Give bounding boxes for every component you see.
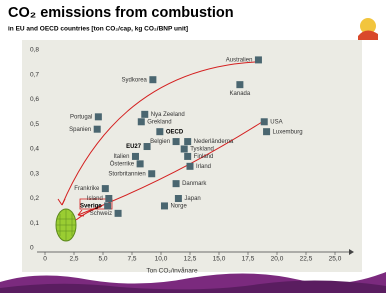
point-label: Kanada bbox=[230, 91, 251, 97]
point-label: Grekland bbox=[147, 119, 171, 125]
x-tick-label: 17,5 bbox=[242, 256, 255, 263]
point-label: Belgien bbox=[150, 139, 170, 145]
point bbox=[184, 153, 191, 160]
point bbox=[104, 202, 111, 209]
point bbox=[261, 118, 268, 125]
x-tick-label: 15,0 bbox=[213, 256, 226, 263]
chart-subtitle: in EU and OECD countries [ton CO₂/cap, k… bbox=[8, 26, 188, 33]
point-label: Frankrike bbox=[74, 186, 100, 192]
point bbox=[263, 128, 270, 135]
y-tick-label: 0 bbox=[30, 245, 34, 252]
point-label: Italien bbox=[113, 154, 129, 160]
point-label: USA bbox=[270, 119, 282, 125]
y-tick-label: 0,8 bbox=[30, 47, 39, 54]
point-label: Storbritannien bbox=[108, 171, 145, 177]
point bbox=[102, 185, 109, 192]
x-tick-label: 10,0 bbox=[155, 256, 168, 263]
x-tick-label: 2,5 bbox=[69, 256, 78, 263]
x-axis-label: Ton CO₂/invånare bbox=[146, 267, 198, 275]
point-label: EU27 bbox=[126, 144, 142, 150]
x-tick-label: 22,5 bbox=[300, 256, 313, 263]
point bbox=[175, 195, 182, 202]
point bbox=[255, 56, 262, 63]
point-label: Irland bbox=[196, 164, 211, 170]
point-label: Nederländerna bbox=[194, 139, 234, 145]
point bbox=[236, 81, 243, 88]
point-label: Sydkorea bbox=[122, 77, 148, 83]
point-label: Japan bbox=[184, 196, 200, 202]
y-tick-label: 0,1 bbox=[30, 220, 39, 227]
point bbox=[95, 113, 102, 120]
point bbox=[161, 202, 168, 209]
point bbox=[94, 126, 101, 133]
point-label: Danmark bbox=[182, 181, 207, 187]
point bbox=[137, 160, 144, 167]
point-label: Nya Zeeland bbox=[151, 112, 185, 118]
x-tick-label: 20,0 bbox=[271, 256, 284, 263]
y-tick-label: 0,3 bbox=[30, 170, 39, 177]
point-label: Tyskland bbox=[190, 147, 214, 153]
point bbox=[115, 210, 122, 217]
point bbox=[144, 143, 151, 150]
point bbox=[156, 128, 163, 135]
x-tick-label: 25,0 bbox=[329, 256, 342, 263]
x-tick-label: 7,5 bbox=[127, 256, 136, 263]
point bbox=[187, 163, 194, 170]
y-tick-label: 0,5 bbox=[30, 121, 39, 128]
x-tick-label: 5,0 bbox=[98, 256, 107, 263]
point bbox=[138, 118, 145, 125]
x-tick-label: 12,5 bbox=[184, 256, 197, 263]
slide: CO₂ emissions from combustion in EU and … bbox=[0, 0, 386, 293]
point-label: Österrike bbox=[110, 160, 135, 167]
point-label: Norge bbox=[170, 204, 187, 210]
x-tick-label: 0 bbox=[43, 256, 47, 263]
point-label: Luxemburg bbox=[273, 129, 303, 135]
point-label: Australien bbox=[226, 57, 253, 63]
point-label: Island bbox=[87, 196, 103, 202]
point-label: Spanien bbox=[69, 127, 91, 133]
point bbox=[105, 195, 112, 202]
y-tick-label: 0,7 bbox=[30, 71, 39, 78]
y-tick-label: 0,6 bbox=[30, 96, 39, 103]
y-tick-label: 0,4 bbox=[30, 146, 39, 153]
point bbox=[173, 138, 180, 145]
point-label: Sverige bbox=[80, 204, 102, 210]
point bbox=[184, 138, 191, 145]
point-label: Schweiz bbox=[90, 211, 112, 217]
point bbox=[141, 111, 148, 118]
point-label: OECD bbox=[166, 129, 184, 135]
point bbox=[181, 146, 188, 153]
point bbox=[173, 180, 180, 187]
point bbox=[148, 170, 155, 177]
chart-title: CO₂ emissions from combustion bbox=[8, 5, 234, 21]
y-tick-label: 0,2 bbox=[30, 195, 39, 202]
point bbox=[149, 76, 156, 83]
point-label: Portugal bbox=[70, 114, 92, 120]
point-label: Finland bbox=[194, 154, 214, 160]
point bbox=[132, 153, 139, 160]
